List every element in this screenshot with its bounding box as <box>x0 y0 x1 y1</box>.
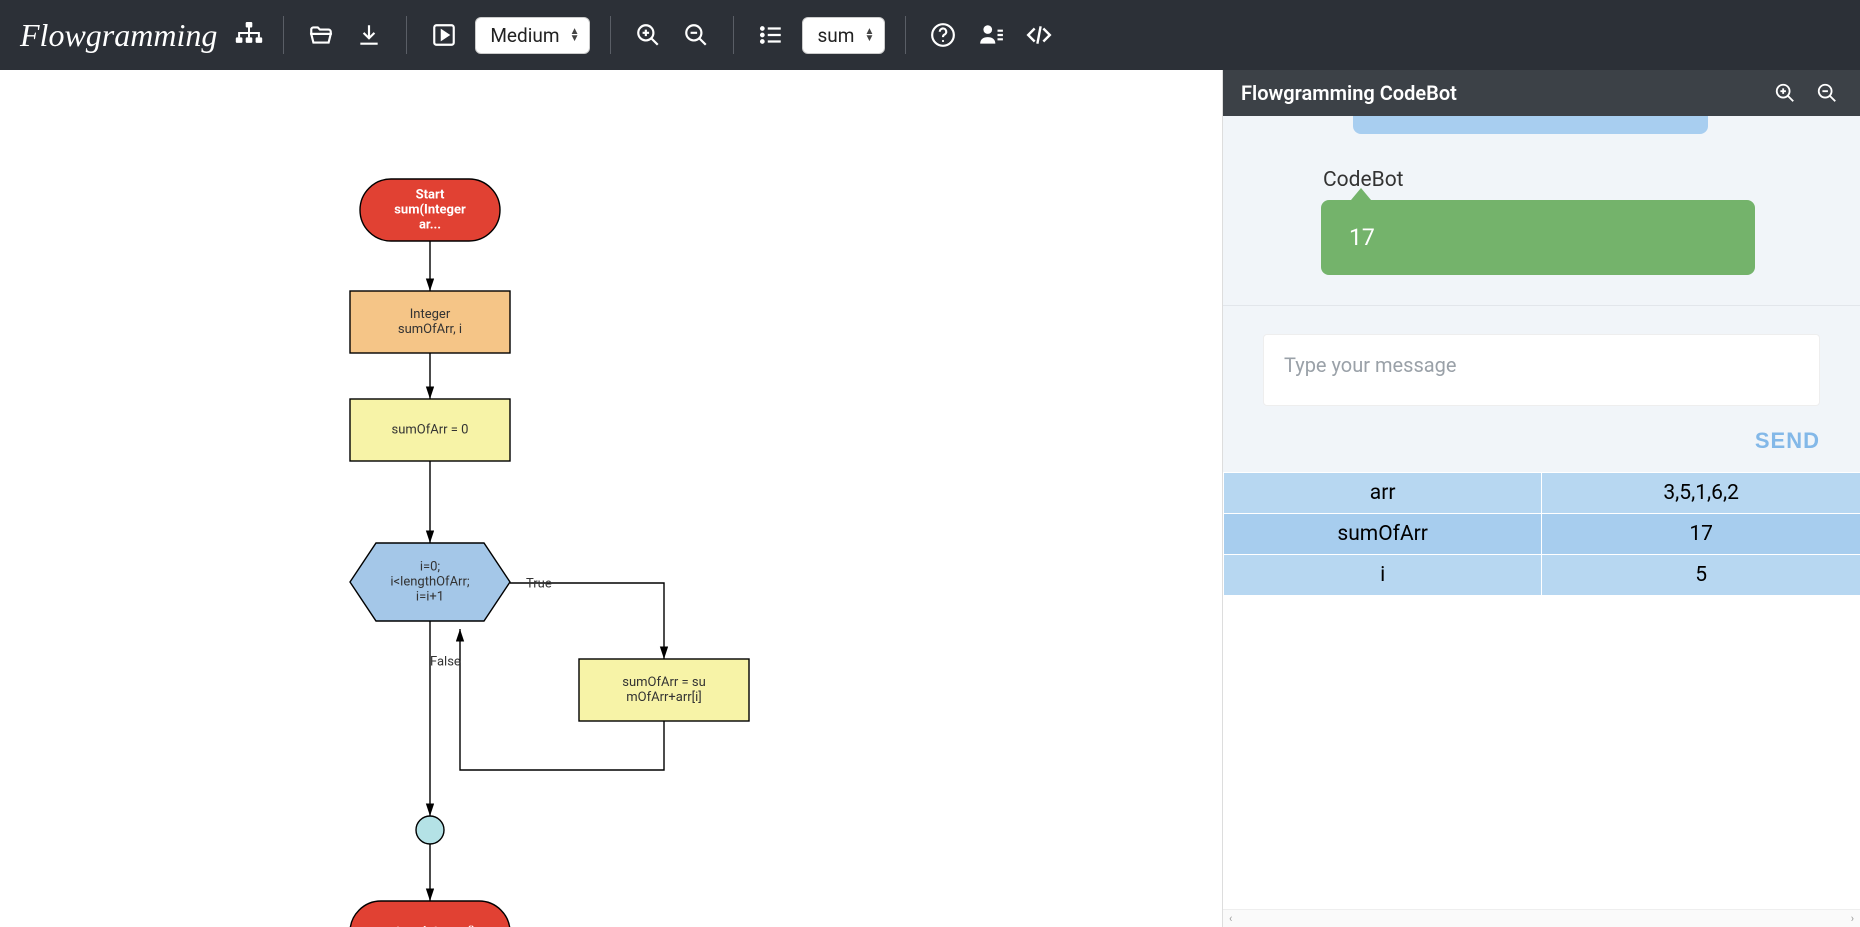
main-area: TrueFalseStartsum(Integerar...Integersum… <box>0 70 1860 927</box>
zoom-in-button[interactable] <box>631 18 665 52</box>
svg-text:False: False <box>430 654 461 669</box>
panel-header: Flowgramming CodeBot <box>1223 70 1860 116</box>
table-row: arr3,5,1,6,2 <box>1224 473 1860 514</box>
codebot-panel: Flowgramming CodeBot CodeBot 17 SEND arr… <box>1222 70 1860 927</box>
var-value-cell: 5 <box>1542 555 1860 596</box>
panel-title: Flowgramming CodeBot <box>1241 81 1758 105</box>
var-name-cell: i <box>1224 555 1542 596</box>
table-row: sumOfArr17 <box>1224 514 1860 555</box>
chat-bubble: 17 <box>1321 200 1755 275</box>
svg-text:sumOfArr = 0: sumOfArr = 0 <box>392 422 469 437</box>
chat-bubble-text: 17 <box>1349 224 1375 251</box>
chat-input[interactable] <box>1263 334 1820 406</box>
app-logo: Flowgramming <box>20 17 217 54</box>
svg-text:mOfArr+arr[i]: mOfArr+arr[i] <box>626 690 701 705</box>
svg-text:Start: Start <box>416 187 445 202</box>
svg-text:True: True <box>526 576 552 591</box>
divider <box>733 16 734 54</box>
open-button[interactable] <box>304 18 338 52</box>
flowchart-svg: TrueFalseStartsum(Integerar...Integersum… <box>0 70 1222 927</box>
var-name-cell: arr <box>1224 473 1542 514</box>
svg-text:sumOfArr = su: sumOfArr = su <box>622 675 706 690</box>
svg-text:sumOfArr, i: sumOfArr, i <box>398 322 462 337</box>
svg-text:i=i+1: i=i+1 <box>416 589 444 604</box>
divider <box>283 16 284 54</box>
var-value-cell: 3,5,1,6,2 <box>1542 473 1860 514</box>
function-select[interactable]: sum ▲▼ <box>802 17 885 54</box>
divider <box>406 16 407 54</box>
panel-zoom-out-button[interactable] <box>1812 78 1842 108</box>
function-value: sum <box>817 24 854 47</box>
flowchart-node[interactable] <box>350 901 510 927</box>
play-button[interactable] <box>427 18 461 52</box>
speed-value: Medium <box>490 24 559 47</box>
var-name-cell: sumOfArr <box>1224 514 1542 555</box>
var-value-cell: 17 <box>1542 514 1860 555</box>
account-button[interactable] <box>974 18 1008 52</box>
sitemap-icon <box>235 22 263 48</box>
table-row: i5 <box>1224 555 1860 596</box>
chat-input-zone: SEND <box>1223 306 1860 472</box>
chat-area: CodeBot 17 <box>1223 116 1860 305</box>
download-button[interactable] <box>352 18 386 52</box>
flowchart-node[interactable] <box>416 816 444 844</box>
divider <box>610 16 611 54</box>
svg-text:Integer: Integer <box>410 307 451 322</box>
svg-text:i=0;: i=0; <box>420 559 441 574</box>
previous-bubble-tail <box>1353 116 1708 134</box>
main-toolbar: Flowgramming Medium ▲▼ sum ▲▼ <box>0 0 1860 70</box>
help-button[interactable] <box>926 18 960 52</box>
divider <box>905 16 906 54</box>
zoom-out-button[interactable] <box>679 18 713 52</box>
horizontal-scrollbar[interactable]: ‹› <box>1223 909 1860 927</box>
list-button[interactable] <box>754 18 788 52</box>
panel-zoom-in-button[interactable] <box>1770 78 1800 108</box>
chevrons-icon: ▲▼ <box>570 28 580 42</box>
svg-text:ar...: ar... <box>419 217 441 232</box>
chevrons-icon: ▲▼ <box>865 28 875 42</box>
variables-table: arr3,5,1,6,2sumOfArr17i5 <box>1223 472 1860 595</box>
flowchart-canvas[interactable]: TrueFalseStartsum(Integerar...Integersum… <box>0 70 1222 927</box>
svg-text:i<lengthOfArr;: i<lengthOfArr; <box>390 574 469 589</box>
code-button[interactable] <box>1022 18 1056 52</box>
svg-text:sum(Integer: sum(Integer <box>394 202 466 217</box>
send-button[interactable]: SEND <box>1755 428 1820 454</box>
chat-sender-label: CodeBot <box>1323 168 1840 192</box>
speed-select[interactable]: Medium ▲▼ <box>475 17 590 54</box>
